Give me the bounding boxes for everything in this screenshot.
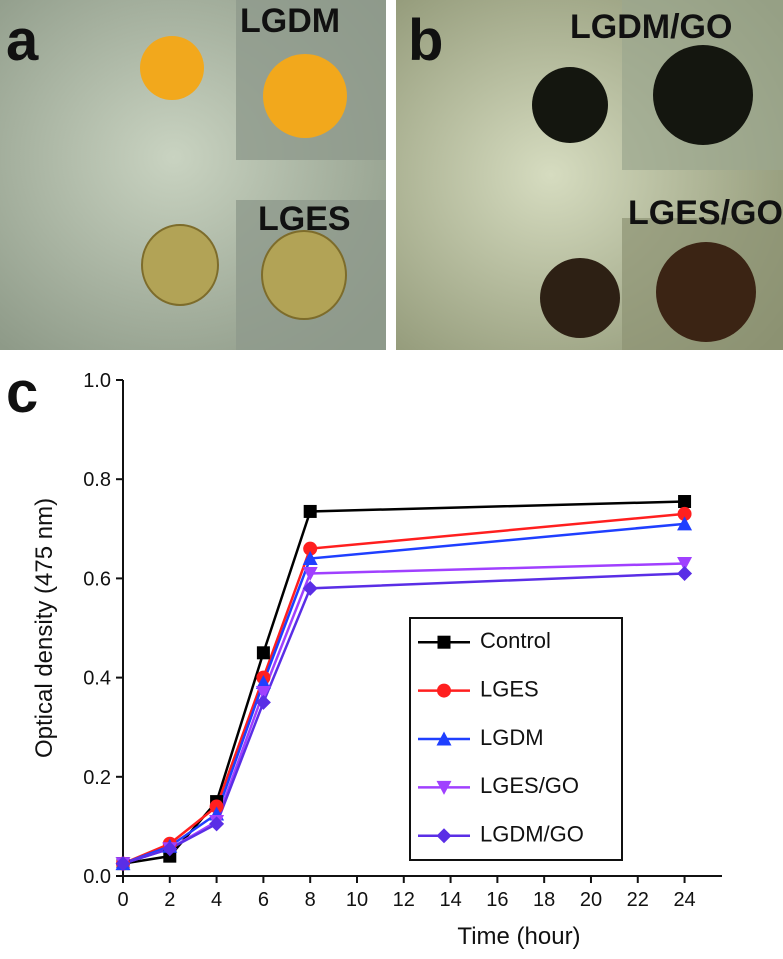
legend-label: LGES: [480, 676, 539, 701]
inset-label: LGDM/GO: [570, 8, 732, 46]
y-tick-label: 0.4: [83, 668, 111, 690]
panel-label: c: [6, 360, 38, 425]
x-tick-label: 12: [393, 889, 415, 911]
x-tick-label: 6: [258, 889, 269, 911]
marker: [436, 828, 452, 844]
x-tick-label: 4: [211, 889, 222, 911]
x-tick-label: 8: [305, 889, 316, 911]
photo-b: b LGDM/GO LGES/GO: [396, 0, 783, 350]
marker: [437, 683, 451, 698]
marker: [303, 541, 318, 556]
y-tick-label: 1.0: [83, 370, 111, 392]
inset-label: LGDM: [240, 2, 340, 40]
legend-label: LGDM/GO: [480, 822, 584, 847]
marker: [302, 580, 318, 596]
chart: c Time (hour) Optical density (475 nm) 0…: [6, 360, 722, 950]
marker: [302, 566, 318, 581]
x-tick-label: 2: [164, 889, 175, 911]
x-tick-label: 10: [346, 889, 368, 911]
marker: [437, 635, 451, 649]
marker: [678, 495, 692, 509]
y-tick-label: 0.0: [83, 866, 111, 888]
series-line: [122, 500, 685, 865]
legend-label: LGES/GO: [480, 773, 579, 798]
inset-label: LGES: [258, 200, 351, 238]
x-tick-label: 18: [533, 889, 555, 911]
x-axis-label: Time (hour): [457, 923, 580, 950]
marker: [436, 780, 452, 795]
marker: [677, 516, 693, 531]
x-tick-label: 14: [439, 889, 461, 911]
legend-label: Control: [480, 628, 551, 653]
marker: [677, 557, 693, 572]
x-tick-label: 16: [486, 889, 508, 911]
x-tick-label: 24: [673, 889, 695, 911]
x-tick-label: 22: [627, 889, 649, 911]
marker: [303, 504, 317, 518]
x-tick-label: 20: [580, 889, 602, 911]
marker: [677, 565, 693, 581]
marker: [255, 685, 271, 700]
x-tick-label: 0: [117, 889, 128, 911]
marker: [256, 646, 270, 660]
panel-label: b: [408, 8, 443, 73]
marker: [436, 731, 452, 746]
y-tick-label: 0.8: [83, 469, 111, 491]
series-line: [122, 522, 685, 865]
series-line: [122, 512, 685, 865]
y-tick-label: 0.2: [83, 767, 111, 789]
y-tick-label: 0.6: [83, 568, 111, 590]
legend: Control LGES LGDM LGES/GO LGDM/GO: [409, 617, 623, 861]
marker: [162, 841, 178, 857]
panel-label: a: [6, 8, 39, 73]
marker: [209, 816, 225, 832]
inset-label: LGES/GO: [628, 194, 783, 232]
photo-a: a LGDM LGES: [0, 0, 386, 350]
y-axis-label: Optical density (475 nm): [31, 498, 58, 758]
marker: [302, 551, 318, 566]
series-line: [122, 572, 685, 865]
marker: [255, 694, 271, 710]
marker: [677, 506, 692, 521]
marker: [115, 856, 131, 872]
marker: [255, 675, 271, 690]
legend-label: LGDM: [480, 725, 544, 750]
